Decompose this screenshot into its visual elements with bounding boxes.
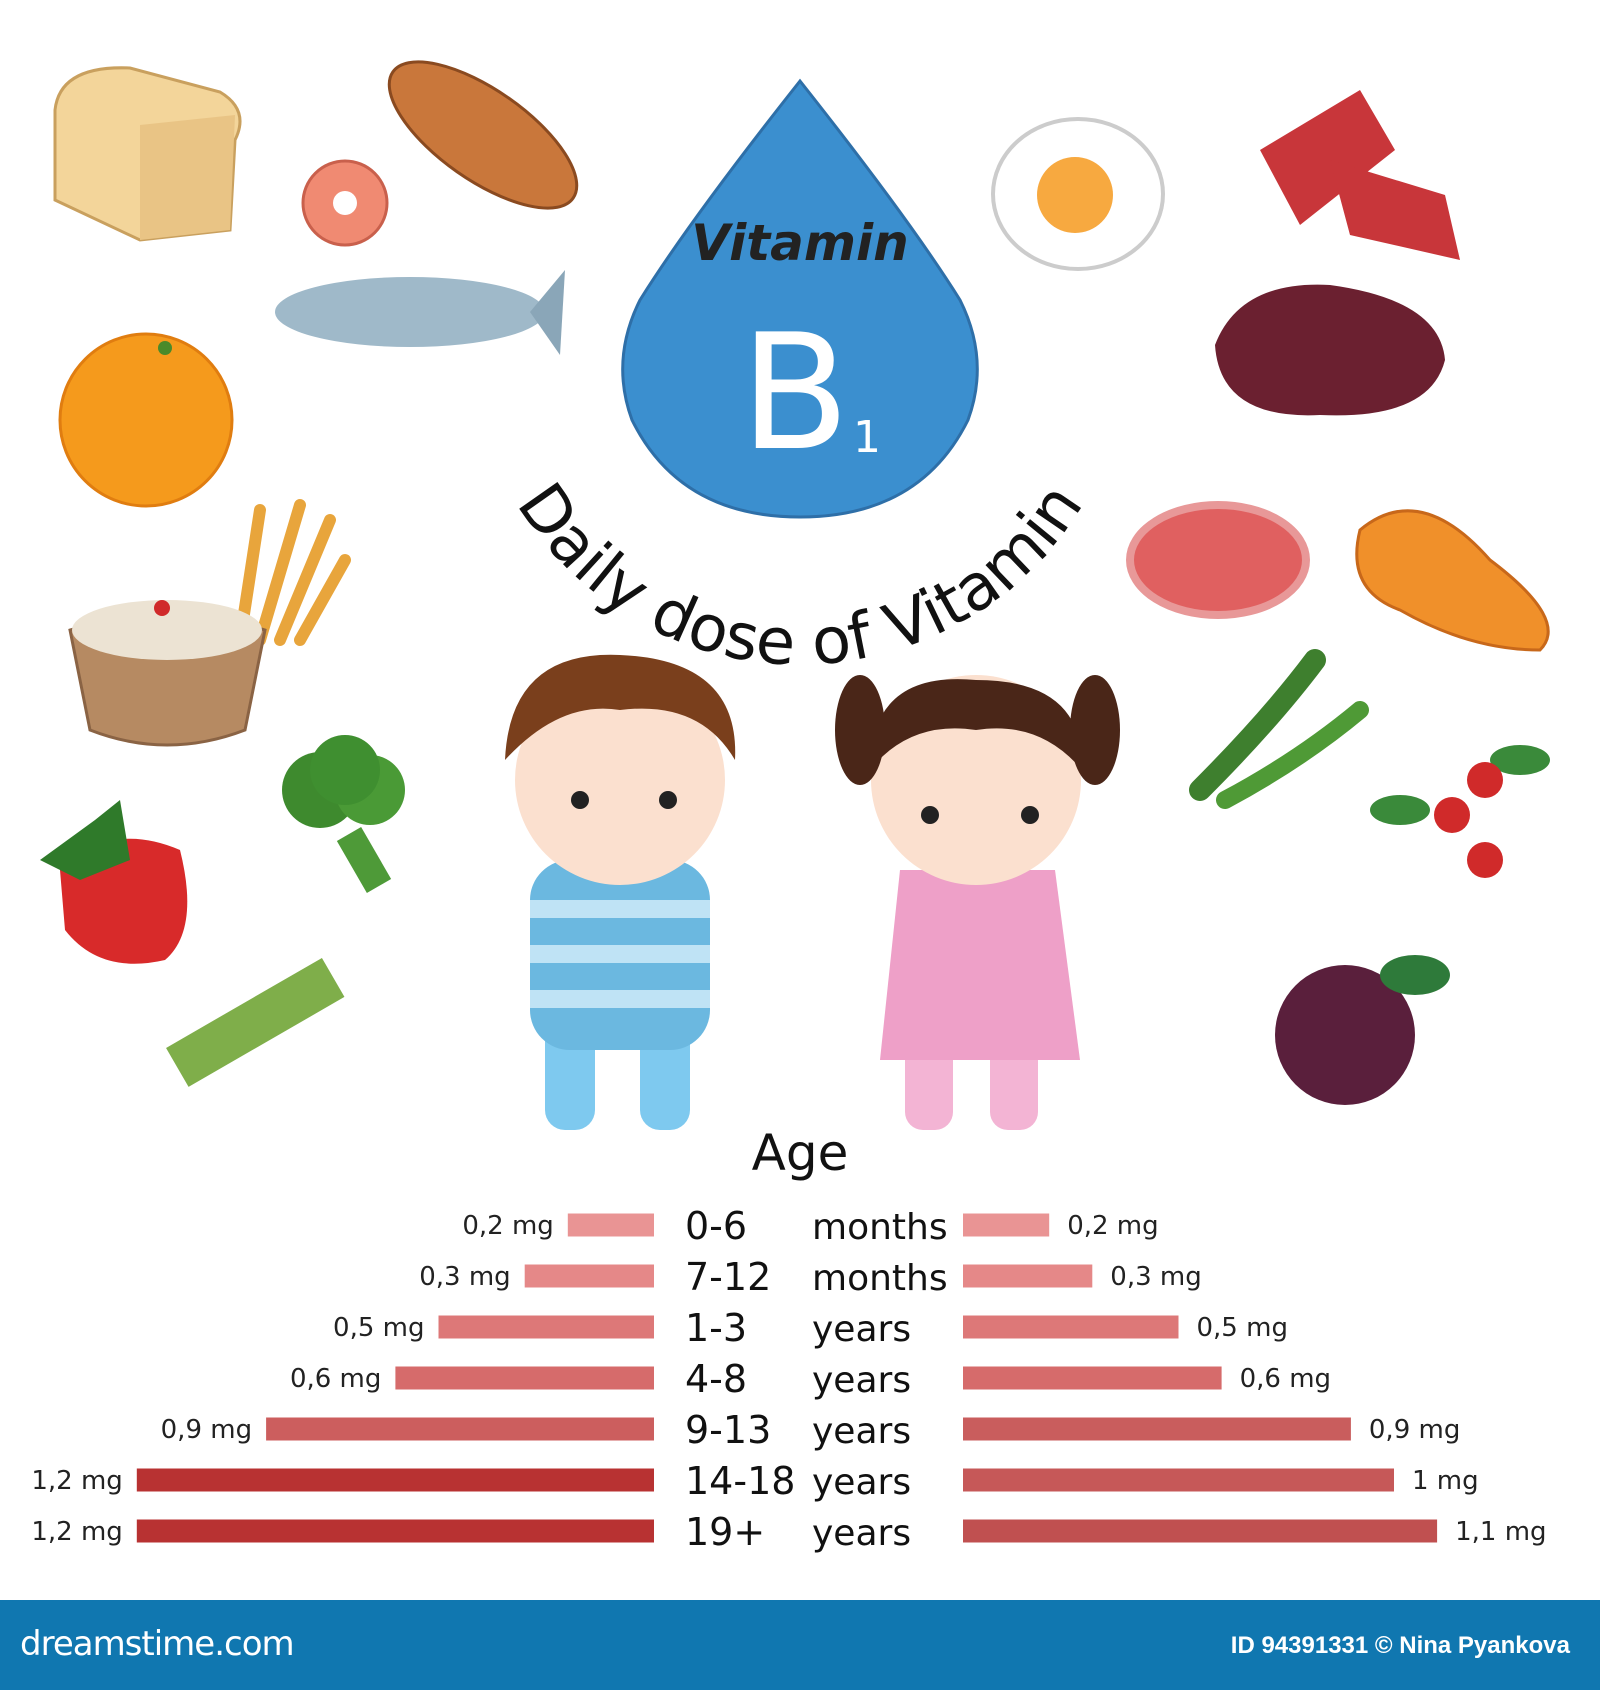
age-range-label: 1-3 bbox=[685, 1306, 747, 1350]
boy-figure bbox=[505, 654, 736, 1130]
age-unit-label: years bbox=[812, 1462, 911, 1503]
vitamin-drop: Vitamin B 1 bbox=[621, 78, 979, 519]
green-peas-icon bbox=[1189, 649, 1369, 809]
right-dose-bar bbox=[963, 1519, 1438, 1543]
right-dose-label: 0,9 mg bbox=[1369, 1415, 1460, 1445]
drop-word: Vitamin bbox=[691, 214, 908, 272]
fried-egg-icon bbox=[991, 117, 1165, 271]
rosehip-icon bbox=[1370, 745, 1550, 878]
left-dose-bar bbox=[524, 1264, 654, 1288]
left-dose-label: 0,9 mg bbox=[161, 1415, 252, 1445]
right-dose-bar bbox=[963, 1468, 1394, 1492]
wheat-icon bbox=[234, 499, 351, 646]
left-dose-label: 1,2 mg bbox=[31, 1466, 122, 1496]
brand-logo[interactable]: dreamstime.com bbox=[20, 1624, 295, 1664]
footer-bar: dreamstime.com ID 94391331 © Nina Pyanko… bbox=[0, 1600, 1600, 1690]
strawberry-icon bbox=[40, 800, 188, 964]
steak-icon bbox=[1126, 501, 1310, 619]
age-range-label: 4-8 bbox=[685, 1357, 747, 1401]
girl-figure bbox=[835, 675, 1120, 1130]
age-range-label: 14-18 bbox=[685, 1459, 795, 1503]
dose-bar-chart: 0-6 months 0,2 mg 0,2 mg 7-12 months 0,3 mg 0,3… bbox=[31, 1204, 1546, 1554]
age-unit-label: years bbox=[812, 1360, 911, 1401]
left-dose-label: 0,2 mg bbox=[462, 1211, 553, 1241]
right-dose-label: 0,3 mg bbox=[1110, 1262, 1201, 1292]
left-dose-label: 0,3 mg bbox=[419, 1262, 510, 1292]
left-dose-bar bbox=[266, 1417, 654, 1441]
right-dose-bar bbox=[963, 1366, 1222, 1390]
age-range-label: 7-12 bbox=[685, 1255, 771, 1299]
left-dose-label: 1,2 mg bbox=[31, 1517, 122, 1547]
liver-icon bbox=[1215, 284, 1445, 416]
left-dose-bar bbox=[567, 1213, 654, 1237]
broccoli-icon bbox=[282, 735, 405, 893]
age-unit-label: years bbox=[812, 1513, 911, 1554]
age-unit-label: months bbox=[812, 1258, 948, 1299]
drop-letter: B bbox=[740, 299, 850, 486]
right-dose-label: 0,2 mg bbox=[1067, 1211, 1158, 1241]
roast-chicken-icon bbox=[1355, 509, 1550, 652]
age-unit-label: years bbox=[812, 1309, 911, 1350]
baguette-icon bbox=[387, 60, 579, 210]
plum-icon bbox=[1275, 955, 1450, 1105]
age-range-label: 19+ bbox=[685, 1510, 765, 1554]
left-dose-bar bbox=[136, 1519, 655, 1543]
age-unit-label: months bbox=[812, 1207, 948, 1248]
porridge-bowl-icon bbox=[68, 600, 267, 747]
bread-loaf-icon bbox=[53, 66, 242, 242]
raw-ribs-icon bbox=[1260, 90, 1460, 260]
image-credit: ID 94391331 © Nina Pyankova bbox=[1230, 1632, 1570, 1659]
fish-icon bbox=[275, 270, 565, 355]
right-dose-bar bbox=[963, 1264, 1093, 1288]
right-dose-label: 0,6 mg bbox=[1240, 1364, 1331, 1394]
chart-title: Age bbox=[752, 1124, 849, 1182]
right-dose-label: 1 mg bbox=[1412, 1466, 1479, 1496]
left-dose-label: 0,5 mg bbox=[333, 1313, 424, 1343]
asparagus-icon bbox=[166, 957, 345, 1087]
left-dose-bar bbox=[438, 1315, 654, 1339]
right-dose-bar bbox=[963, 1315, 1179, 1339]
age-range-label: 9-13 bbox=[685, 1408, 771, 1452]
left-dose-label: 0,6 mg bbox=[290, 1364, 381, 1394]
age-unit-label: years bbox=[812, 1411, 911, 1452]
right-dose-bar bbox=[963, 1213, 1050, 1237]
right-dose-label: 1,1 mg bbox=[1455, 1517, 1546, 1547]
salmon-steak-icon bbox=[301, 159, 389, 247]
drop-subscript: 1 bbox=[853, 412, 881, 463]
left-dose-bar bbox=[395, 1366, 654, 1390]
infographic-canvas: Vitamin B 1 Daily dose of Vitamin Age 0-… bbox=[31, 60, 1550, 1554]
right-dose-label: 0,5 mg bbox=[1197, 1313, 1288, 1343]
orange-icon bbox=[58, 332, 234, 508]
age-range-label: 0-6 bbox=[685, 1204, 747, 1248]
right-dose-bar bbox=[963, 1417, 1351, 1441]
left-dose-bar bbox=[136, 1468, 655, 1492]
